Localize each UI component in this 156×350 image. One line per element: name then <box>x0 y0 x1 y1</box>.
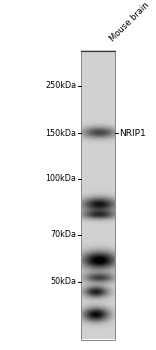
Text: 150kDa: 150kDa <box>45 128 76 138</box>
Text: 70kDa: 70kDa <box>50 230 76 239</box>
Text: NRIP1: NRIP1 <box>119 128 146 138</box>
Text: 100kDa: 100kDa <box>46 174 76 183</box>
Text: 250kDa: 250kDa <box>45 81 76 90</box>
Text: Mouse brain: Mouse brain <box>108 1 151 44</box>
Text: 50kDa: 50kDa <box>50 277 76 286</box>
Bar <box>81 51 115 340</box>
